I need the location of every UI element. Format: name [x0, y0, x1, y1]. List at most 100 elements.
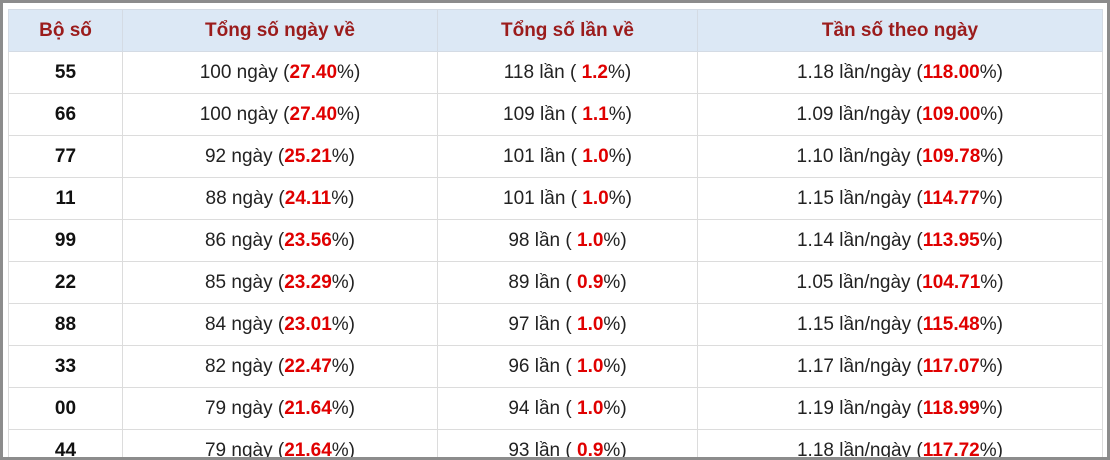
key-cell: 00 [8, 387, 123, 430]
stat-cell: 94 lần ( 1.0%) [437, 387, 698, 430]
highlight-value: 23.56 [284, 229, 332, 251]
table-row: 77 92 ngày (25.21%) 101 lần ( 1.0%) 1.10 lầ… [8, 135, 1103, 178]
table-row: 44 79 ngày (21.64%) 93 lần ( 0.9%) 1.18 lần… [8, 429, 1103, 460]
cell-text: 89 lần ( [508, 271, 577, 293]
highlight-value: 117.07 [922, 355, 980, 377]
cell-text: 101 lần ( [503, 187, 583, 209]
cell-text: 101 lần ( [503, 145, 583, 167]
table-row: 66 100 ngày (27.40%) 109 lần ( 1.1%) 1.09 l… [8, 93, 1103, 136]
highlight-value: 1.2 [581, 61, 608, 83]
cell-text: %) [337, 61, 361, 83]
cell-text: %) [979, 61, 1003, 83]
cell-text: %) [980, 271, 1004, 293]
cell-text: 84 ngày ( [204, 313, 285, 335]
highlight-value: 22.47 [284, 355, 332, 377]
table-row: 88 84 ngày (23.01%) 97 lần ( 1.0%) 1.15 lần… [8, 303, 1103, 346]
stat-cell: 79 ngày (21.64%) [122, 387, 438, 430]
cell-text: %) [603, 229, 627, 251]
stat-cell: 1.15 lần/ngày (114.77%) [697, 177, 1103, 220]
highlight-value: 0.9 [577, 439, 604, 460]
highlight-value: 1.0 [577, 397, 604, 419]
cell-text: %) [608, 61, 632, 83]
cell-text: %) [331, 439, 355, 460]
cell-text: %) [603, 313, 627, 335]
cell-text: 93 lần ( [508, 439, 577, 460]
key-cell: 33 [8, 345, 123, 388]
stat-cell: 109 lần ( 1.1%) [437, 93, 698, 136]
stat-cell: 96 lần ( 1.0%) [437, 345, 698, 388]
cell-text: 98 lần ( [508, 229, 577, 251]
cell-text: %) [337, 103, 361, 125]
cell-text: %) [979, 187, 1003, 209]
cell-text: %) [603, 439, 627, 460]
highlight-value: 1.0 [582, 187, 609, 209]
highlight-value: 27.40 [289, 103, 338, 125]
cell-text: 118 lần ( [503, 61, 582, 83]
cell-text: %) [979, 229, 1003, 251]
highlight-value: 104.71 [922, 271, 981, 293]
highlight-value: 21.64 [284, 439, 332, 460]
table-row: 00 79 ngày (21.64%) 94 lần ( 1.0%) 1.19 lần… [8, 387, 1103, 430]
cell-text: 1.17 lần/ngày ( [796, 355, 923, 377]
highlight-value: 1.1 [582, 103, 609, 125]
cell-text: %) [980, 145, 1004, 167]
key-cell: 77 [8, 135, 123, 178]
cell-text: %) [979, 439, 1003, 460]
stat-cell: 100 ngày (27.40%) [122, 51, 438, 94]
cell-text: 1.18 lần/ngày ( [796, 439, 923, 460]
highlight-value: 118.99 [922, 397, 980, 419]
highlight-value: 0.9 [577, 271, 604, 293]
cell-text: %) [979, 355, 1003, 377]
cell-text: %) [979, 397, 1003, 419]
cell-text: 100 ngày ( [199, 61, 290, 83]
cell-text: 1.15 lần/ngày ( [796, 187, 923, 209]
stat-cell: 1.05 lần/ngày (104.71%) [697, 261, 1103, 304]
stat-cell: 85 ngày (23.29%) [122, 261, 438, 304]
cell-text: %) [608, 187, 632, 209]
cell-text: 1.15 lần/ngày ( [796, 313, 923, 335]
cell-text: %) [980, 103, 1004, 125]
key-cell: 88 [8, 303, 123, 346]
cell-text: 94 lần ( [508, 397, 577, 419]
highlight-value: 25.21 [284, 145, 332, 167]
cell-text: %) [603, 397, 627, 419]
header-cell: Tổng số ngày về [122, 9, 438, 52]
stat-cell: 1.17 lần/ngày (117.07%) [697, 345, 1103, 388]
cell-text: 82 ngày ( [204, 355, 285, 377]
stat-cell: 93 lần ( 0.9%) [437, 429, 698, 460]
highlight-value: 109.78 [922, 145, 981, 167]
cell-text: %) [979, 313, 1003, 335]
cell-text: %) [331, 145, 355, 167]
cell-text: 1.05 lần/ngày ( [796, 271, 923, 293]
highlight-value: 27.40 [289, 61, 338, 83]
cell-text: %) [331, 397, 355, 419]
stat-cell: 92 ngày (25.21%) [122, 135, 438, 178]
stat-cell: 88 ngày (24.11%) [122, 177, 438, 220]
cell-text: 96 lần ( [508, 355, 577, 377]
highlight-value: 1.0 [577, 229, 604, 251]
highlight-value: 24.11 [284, 187, 332, 209]
cell-text: %) [331, 313, 355, 335]
highlight-value: 114.77 [922, 187, 980, 209]
cell-text: 86 ngày ( [204, 229, 285, 251]
key-cell: 66 [8, 93, 123, 136]
stat-cell: 98 lần ( 1.0%) [437, 219, 698, 262]
highlight-value: 23.01 [284, 313, 332, 335]
highlight-value: 1.0 [577, 313, 604, 335]
stat-cell: 1.10 lần/ngày (109.78%) [697, 135, 1103, 178]
stat-cell: 118 lần ( 1.2%) [437, 51, 698, 94]
table-row: 55 100 ngày (27.40%) 118 lần ( 1.2%) 1.18 l… [8, 51, 1103, 94]
stat-cell: 1.14 lần/ngày (113.95%) [697, 219, 1103, 262]
stat-cell: 1.19 lần/ngày (118.99%) [697, 387, 1103, 430]
stat-cell: 84 ngày (23.01%) [122, 303, 438, 346]
header-cell: Bộ số [8, 9, 123, 52]
cell-text: 100 ngày ( [199, 103, 290, 125]
key-cell: 11 [8, 177, 123, 220]
stat-cell: 1.09 lần/ngày (109.00%) [697, 93, 1103, 136]
cell-text: 79 ngày ( [204, 439, 285, 460]
stat-cell: 97 lần ( 1.0%) [437, 303, 698, 346]
highlight-value: 117.72 [922, 439, 980, 460]
cell-text: 1.09 lần/ngày ( [796, 103, 923, 125]
highlight-value: 115.48 [922, 313, 980, 335]
